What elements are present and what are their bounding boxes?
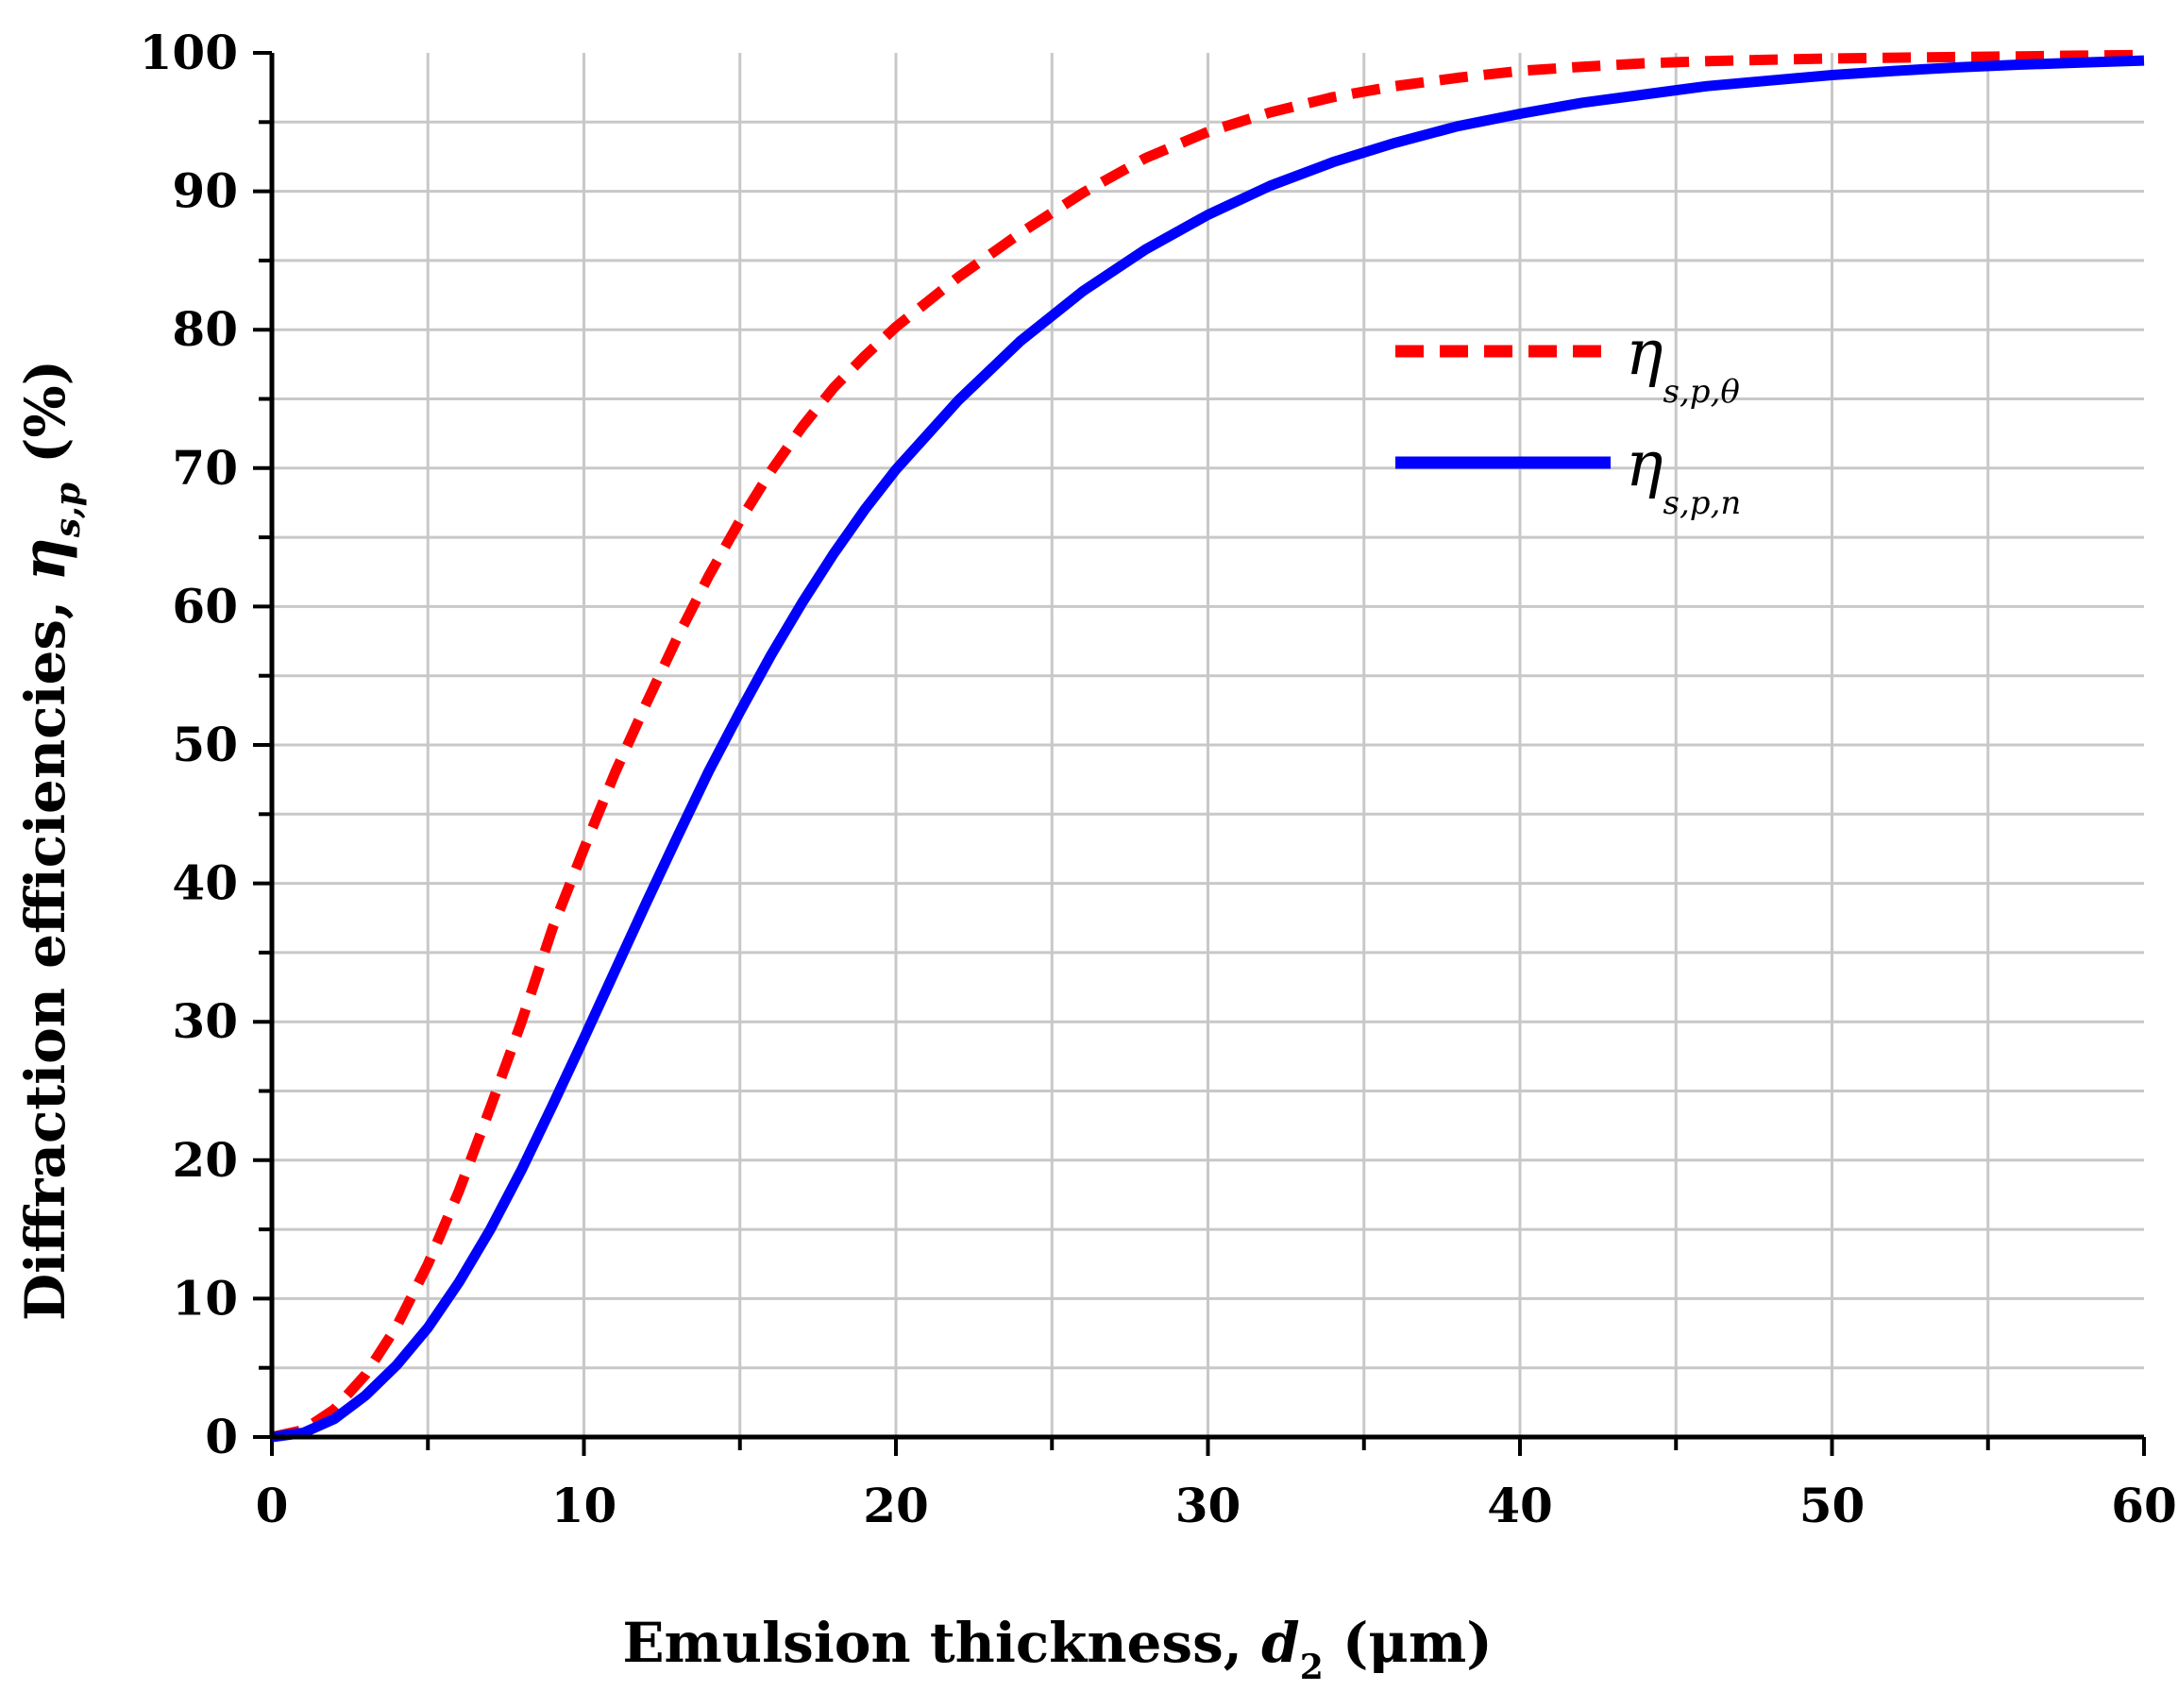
y-axis-title-var: η [8, 537, 79, 582]
y-tick-label-0: 0 [205, 1409, 238, 1464]
series-line-1 [271, 55, 2145, 1443]
series-layer [270, 49, 2145, 1443]
y-tick-label-100: 100 [140, 25, 238, 80]
legend-label-n: ηs,p,n [1626, 428, 1741, 522]
legend-sub-n: s,p,n [1663, 484, 1742, 522]
y-tick-label-50: 50 [172, 717, 238, 772]
y-tick-label-40: 40 [172, 855, 238, 911]
y-tick-label-60: 60 [172, 578, 238, 634]
legend-label-theta: ηs,p,θ [1626, 316, 1740, 411]
x-axis-title-sub: 2 [1300, 1648, 1324, 1687]
legend-symbol-n: η [1626, 428, 1663, 500]
legend-sub-theta: s,p,θ [1663, 373, 1740, 411]
y-axis-title-suffix: (%) [13, 360, 77, 482]
x-tick-label-10: 10 [551, 1478, 617, 1533]
y-tick-label-30: 30 [172, 993, 238, 1049]
legend-symbol-theta: η [1626, 316, 1663, 389]
x-axis-title-suffix: (μm) [1324, 1611, 1493, 1675]
x-tick-labels: 0 10 20 30 40 50 60 [256, 1478, 2177, 1533]
grid-lines [272, 53, 2144, 1437]
y-axis-title: Diffraction efficiencies, ηs,p (%) [8, 360, 88, 1321]
axes [269, 53, 2144, 1440]
x-tick-label-50: 50 [1799, 1478, 1866, 1533]
y-tick-label-10: 10 [172, 1270, 238, 1326]
minor-ticks [253, 51, 2146, 1456]
y-tick-label-80: 80 [172, 301, 238, 357]
x-tick-label-40: 40 [1487, 1478, 1553, 1533]
x-tick-label-60: 60 [2111, 1478, 2177, 1533]
y-tick-label-70: 70 [172, 440, 238, 496]
x-axis-title-var: d [1261, 1611, 1300, 1675]
x-axis-title: Emulsion thickness, d2 (μm) [622, 1611, 1492, 1687]
y-axis-title-sub: s,p [48, 482, 88, 538]
x-axis-title-prefix: Emulsion thickness, [622, 1611, 1261, 1675]
y-tick-labels: 0 10 20 30 40 50 60 70 80 90 100 [140, 25, 238, 1464]
series-line-0 [270, 49, 2145, 1443]
x-tick-label-30: 30 [1175, 1478, 1241, 1533]
y-axis-title-prefix: Diffraction efficiencies, [13, 582, 77, 1322]
x-tick-label-0: 0 [256, 1478, 289, 1533]
x-tick-label-20: 20 [863, 1478, 929, 1533]
legend: ηs,p,θ ηs,p,n [1395, 316, 1741, 522]
y-tick-label-90: 90 [172, 163, 238, 219]
y-tick-label-20: 20 [172, 1132, 238, 1188]
